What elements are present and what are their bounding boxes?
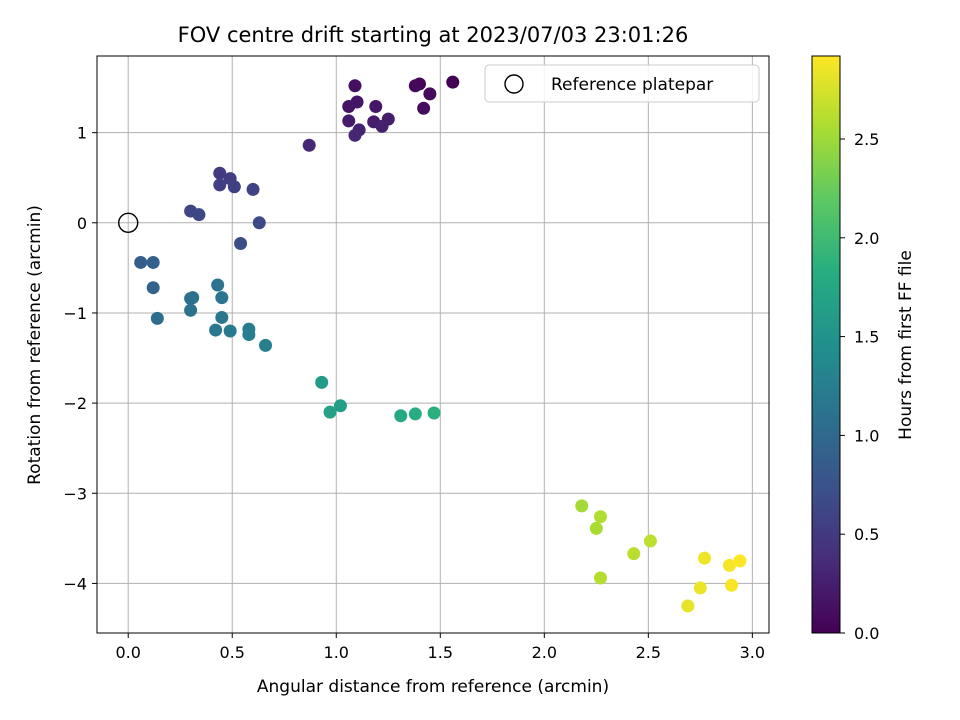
- data-point: [215, 291, 229, 305]
- data-point: [375, 119, 389, 133]
- data-point: [446, 75, 460, 89]
- data-point: [213, 166, 227, 180]
- x-axis-label: Angular distance from reference (arcmin): [257, 677, 609, 697]
- y-tick-label: −4: [63, 574, 87, 593]
- data-point: [698, 551, 712, 565]
- data-points: [134, 75, 747, 613]
- data-point: [593, 571, 607, 585]
- data-point: [146, 281, 160, 295]
- reference-marker: [118, 212, 139, 233]
- x-tick-label: 2.0: [532, 643, 557, 662]
- x-tick-label: 1.5: [428, 643, 453, 662]
- colorbar-tick-label: 0.5: [854, 525, 879, 544]
- x-tick-label: 2.5: [636, 643, 661, 662]
- data-point: [643, 534, 657, 548]
- data-point: [246, 182, 260, 196]
- data-point: [725, 578, 739, 592]
- data-point: [134, 255, 148, 269]
- data-point: [575, 499, 589, 513]
- colorbar-label: Hours from first FF file: [896, 250, 916, 440]
- data-point: [209, 323, 223, 337]
- x-tick-label: 0.0: [115, 643, 140, 662]
- colorbar-tick-label: 2.0: [854, 229, 879, 248]
- data-point: [302, 138, 316, 152]
- y-tick-label: −2: [63, 394, 87, 413]
- grid-lines: [97, 56, 769, 633]
- chart-title: FOV centre drift starting at 2023/07/03 …: [178, 23, 689, 47]
- data-point: [184, 303, 198, 317]
- data-point: [722, 558, 736, 572]
- data-point: [369, 99, 383, 113]
- plot-frame: [96, 55, 770, 634]
- colorbar: 0.0 0.5 1.0 1.5 2.0 2.5 Hours from first FF f…: [811, 55, 916, 643]
- data-point: [150, 311, 164, 325]
- data-point: [423, 87, 437, 101]
- data-point: [211, 278, 225, 292]
- legend: Reference platepar: [484, 64, 760, 103]
- legend-entry-reference: Reference platepar: [551, 75, 713, 95]
- data-point: [213, 178, 227, 192]
- data-point: [215, 310, 229, 324]
- colorbar-gradient: [812, 56, 840, 633]
- y-axis-label: Rotation from reference (arcmin): [25, 205, 45, 485]
- colorbar-tick-label: 1.5: [854, 328, 879, 347]
- data-point: [408, 407, 422, 421]
- data-point: [348, 79, 362, 93]
- data-point: [394, 409, 408, 423]
- data-point: [323, 405, 337, 419]
- data-point: [348, 128, 362, 142]
- data-point: [627, 547, 641, 561]
- x-axis-ticks: 0.0 0.5 1.0 1.5 2.0 2.5 3.0: [115, 633, 765, 662]
- data-point: [733, 554, 747, 568]
- data-point: [192, 208, 206, 222]
- colorbar-tick-label: 1.0: [854, 426, 879, 445]
- data-point: [242, 328, 256, 342]
- y-tick-label: −1: [63, 304, 87, 323]
- data-point: [227, 180, 241, 194]
- data-point: [146, 255, 160, 269]
- data-point: [593, 510, 607, 524]
- colorbar-ticks: 0.0 0.5 1.0 1.5 2.0 2.5: [840, 130, 879, 643]
- data-point: [342, 114, 356, 128]
- data-point: [234, 237, 248, 251]
- data-point: [427, 406, 441, 420]
- legend-box: [484, 64, 760, 103]
- colorbar-tick-label: 0.0: [854, 624, 879, 643]
- data-point: [589, 521, 603, 535]
- x-tick-label: 3.0: [740, 643, 765, 662]
- data-point: [333, 399, 347, 413]
- x-tick-label: 0.5: [220, 643, 245, 662]
- reference-platepar-point: [118, 212, 139, 233]
- data-point: [186, 291, 200, 305]
- y-tick-label: −3: [63, 484, 87, 503]
- y-axis-ticks: 1 0 −1 −2 −3 −4: [63, 124, 97, 593]
- data-point: [350, 95, 364, 109]
- x-tick-label: 1.0: [324, 643, 349, 662]
- y-tick-label: 1: [77, 124, 87, 143]
- data-point: [259, 338, 273, 352]
- data-point: [693, 581, 707, 595]
- legend-reference-marker: [504, 74, 524, 94]
- data-point: [408, 79, 422, 93]
- data-point: [417, 101, 431, 115]
- colorbar-tick-label: 2.5: [854, 130, 879, 149]
- colorbar-frame: [811, 55, 841, 634]
- data-point: [681, 599, 695, 613]
- data-point: [252, 216, 266, 230]
- data-point: [315, 375, 329, 389]
- data-point: [223, 324, 237, 338]
- y-tick-label: 0: [77, 214, 87, 233]
